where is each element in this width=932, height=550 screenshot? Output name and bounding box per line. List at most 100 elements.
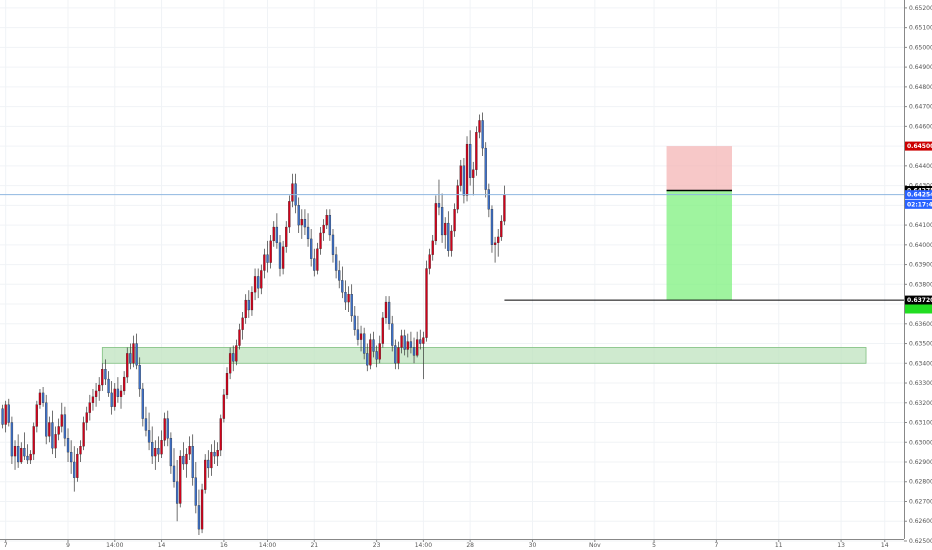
candle-body	[113, 388, 116, 407]
y-tick-label: 0.62800	[909, 479, 932, 486]
candle	[85, 406, 88, 431]
candle-body	[54, 434, 57, 449]
x-tick-label: 14:00	[259, 542, 276, 549]
candle	[225, 367, 229, 399]
candle	[13, 440, 17, 470]
candle-body	[13, 446, 17, 457]
price-tag: 0.64254	[905, 190, 932, 200]
candle-body	[35, 404, 38, 427]
candle	[94, 383, 98, 407]
candle-body	[387, 301, 391, 324]
candle	[179, 450, 182, 508]
candle-body	[288, 201, 291, 228]
candle-body	[247, 299, 250, 311]
candle	[391, 315, 394, 352]
candle-body	[391, 323, 394, 346]
candle-body	[497, 236, 500, 243]
candle-body	[363, 333, 366, 354]
candle	[397, 341, 400, 370]
candle-body	[291, 183, 294, 202]
candle-body	[144, 418, 148, 431]
candle-body	[225, 373, 229, 396]
candle	[381, 311, 385, 348]
candle	[300, 209, 303, 239]
candle	[138, 357, 141, 397]
candle-body	[372, 339, 375, 352]
candle	[66, 428, 70, 462]
candle	[98, 377, 101, 401]
candle-body	[328, 215, 332, 236]
candle	[26, 444, 29, 464]
y-tick-label: 0.65200	[909, 5, 932, 12]
candles	[1, 112, 506, 536]
candle-body	[32, 426, 35, 455]
candle-body	[163, 418, 166, 441]
y-tick-label: 0.64100	[909, 222, 932, 229]
candle	[481, 112, 484, 156]
candle	[54, 426, 57, 459]
candle-body	[98, 384, 101, 392]
candle	[194, 462, 197, 514]
candle-body	[129, 353, 132, 364]
candle-body	[437, 203, 441, 208]
candle	[35, 400, 38, 433]
candle-body	[341, 280, 344, 293]
candle-body	[257, 276, 260, 289]
candle	[369, 333, 372, 370]
time-axis[interactable]: 7 9 14:00 14 16 14:00 21 23 14:00 28 30 Nov 5 7 11 13 14	[0, 539, 904, 549]
y-tick-label: 0.63300	[909, 380, 932, 387]
candle-body	[51, 422, 54, 449]
zones	[101, 146, 867, 364]
candle-body	[116, 388, 120, 397]
candle-body	[200, 489, 204, 530]
candle	[169, 432, 173, 474]
candle-body	[182, 455, 185, 465]
candle-body	[366, 353, 369, 366]
candle	[219, 414, 222, 457]
candle	[472, 161, 475, 196]
candle	[163, 412, 166, 447]
x-tick-label: 9	[66, 542, 70, 549]
candle-body	[73, 461, 76, 478]
price-axis-bg[interactable]	[904, 0, 932, 550]
candle	[160, 430, 163, 459]
candle-body	[141, 388, 144, 419]
candle-body	[76, 453, 79, 478]
candle-body	[85, 412, 88, 423]
candle-body	[481, 120, 484, 149]
price-axis[interactable]: 0.65200 0.65100 0.65000 0.64900 0.64800 0.647…	[904, 0, 932, 550]
candle-body	[353, 315, 356, 330]
candle	[453, 203, 456, 237]
candle	[113, 383, 116, 411]
candle-body	[57, 426, 60, 435]
candle-body	[157, 448, 160, 455]
y-tick-label: 0.64700	[909, 104, 932, 111]
candle	[91, 388, 95, 411]
candle	[104, 359, 107, 385]
candle	[20, 442, 23, 464]
candle-body	[275, 226, 279, 243]
candle-body	[487, 189, 490, 210]
candle-body	[490, 209, 494, 245]
candle	[32, 422, 35, 461]
candle-body	[191, 446, 194, 478]
candle	[403, 329, 406, 356]
candle-body	[334, 254, 338, 271]
y-tick-label: 0.62900	[909, 459, 932, 466]
candle	[384, 296, 388, 324]
candle-body	[104, 369, 107, 380]
take-profit-zone	[666, 190, 732, 301]
candle-body	[263, 254, 266, 271]
candle-body	[1, 408, 4, 425]
x-tick-label: 16	[220, 542, 228, 549]
candle-body	[23, 448, 26, 457]
grid	[0, 0, 904, 542]
candle-body	[232, 353, 235, 362]
candle-body	[465, 143, 469, 196]
candle-body	[41, 392, 45, 403]
candle-body	[216, 450, 219, 457]
x-tick-label: 7	[714, 542, 718, 549]
candle	[76, 448, 79, 482]
price-tag: 0.64500	[905, 141, 932, 151]
